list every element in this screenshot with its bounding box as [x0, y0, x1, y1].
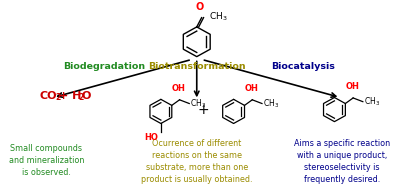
Text: Aims a specific reaction
with a unique product,
stereoselectivity is
frequently : Aims a specific reaction with a unique p…: [294, 139, 390, 184]
Text: CH$_3$: CH$_3$: [209, 10, 228, 23]
Text: Biodegradation: Biodegradation: [64, 62, 146, 71]
Text: CH$_3$: CH$_3$: [364, 95, 380, 108]
Text: O: O: [196, 2, 204, 12]
Text: + H: + H: [59, 91, 82, 101]
Text: 2: 2: [55, 93, 60, 102]
Text: 2: 2: [78, 93, 84, 102]
Text: Biocatalysis: Biocatalysis: [272, 62, 335, 71]
Text: +: +: [198, 103, 209, 116]
Text: O: O: [81, 91, 91, 101]
Text: CH$_3$: CH$_3$: [263, 97, 279, 110]
Text: OH: OH: [172, 84, 186, 93]
Text: Ocurrence of different
reactions on the same
substrate, more than one
product is: Ocurrence of different reactions on the …: [141, 139, 252, 184]
Text: OH: OH: [345, 82, 359, 91]
Text: CO: CO: [40, 91, 57, 101]
Text: CH$_3$: CH$_3$: [190, 97, 206, 110]
Text: OH: OH: [244, 84, 258, 93]
Text: Small compounds
and mineralization
is observed.: Small compounds and mineralization is ob…: [9, 144, 84, 177]
Text: HO: HO: [144, 133, 158, 142]
Text: Biotransformation: Biotransformation: [148, 62, 246, 71]
